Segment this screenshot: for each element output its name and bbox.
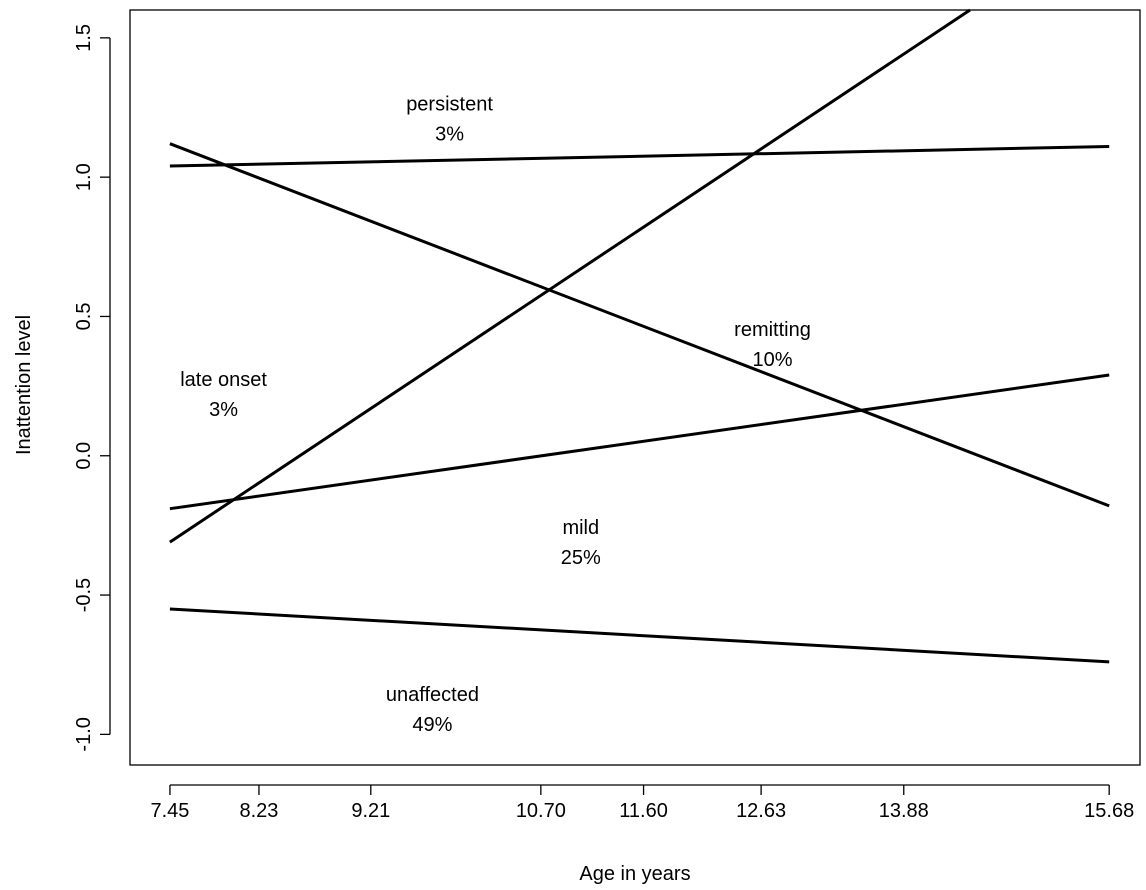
x-tick-label: 7.45 xyxy=(150,800,189,822)
y-tick-label: 1.5 xyxy=(73,24,95,52)
annotation-label: mild 25% xyxy=(561,517,601,569)
y-tick-label: 0.5 xyxy=(73,303,95,331)
series-line-mild xyxy=(169,373,1110,511)
y-tick-label: -1.0 xyxy=(73,717,95,751)
x-tick-label: 15.68 xyxy=(1084,800,1134,822)
series-line-unaffected xyxy=(169,607,1110,664)
annotation-label: remitting 10% xyxy=(734,319,811,371)
series-line-persistent xyxy=(169,145,1110,168)
series-line-late-onset xyxy=(169,8,971,544)
series-group xyxy=(169,8,1110,664)
annotations-group: persistent 3% remitting 10% late onset 3% mild… xyxy=(180,93,811,736)
y-axis: -1.0 -0.5 0.0 0.5 1.0 1.5 xyxy=(73,24,111,752)
y-tick-label: 1.0 xyxy=(73,163,95,191)
annotation-label: unaffected 49% xyxy=(386,684,479,736)
annotation-label: late onset 3% xyxy=(180,369,267,421)
y-tick-label: -0.5 xyxy=(73,578,95,612)
x-tick-label: 13.88 xyxy=(879,800,929,822)
y-axis-title: Inattention level xyxy=(13,315,35,455)
plot-area xyxy=(129,9,1141,766)
x-tick-label: 8.23 xyxy=(239,800,278,822)
x-axis-title: Age in years xyxy=(579,863,690,885)
annotation-label: persistent 3% xyxy=(406,93,493,145)
x-tick-label: 10.70 xyxy=(516,800,566,822)
x-tick-label: 12.63 xyxy=(736,800,786,822)
x-tick-label: 9.21 xyxy=(351,800,390,822)
x-axis: 7.45 8.23 9.21 10.70 11.60 12.63 13.88 15.68 xyxy=(150,784,1134,822)
y-tick-label: 0.0 xyxy=(73,442,95,470)
series-line-remitting xyxy=(169,142,1110,508)
x-tick-label: 11.60 xyxy=(619,800,668,822)
